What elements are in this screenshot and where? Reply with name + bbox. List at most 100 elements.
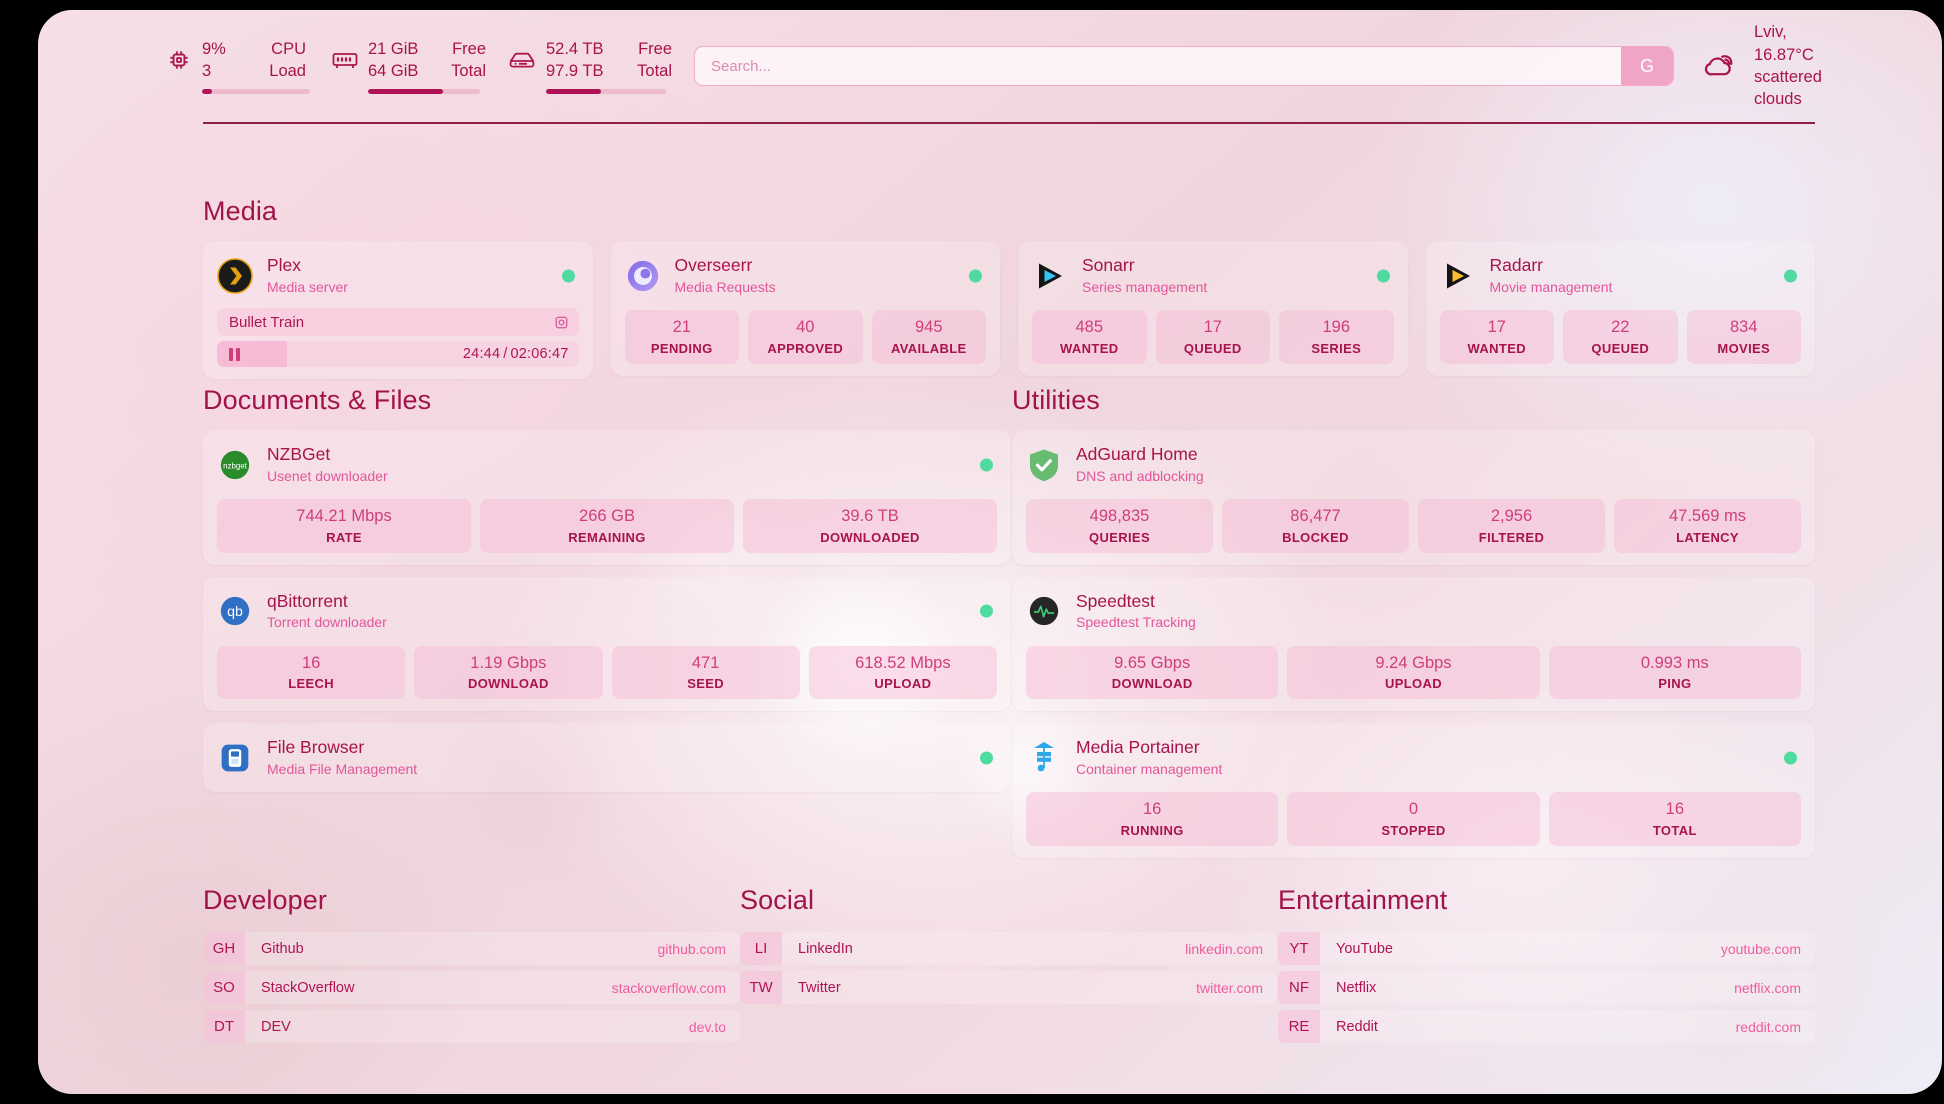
status-indicator-online [1376, 269, 1390, 283]
bookmark-item-linkedin[interactable]: LI LinkedIn linkedin.com [740, 932, 1277, 965]
progress-fill [217, 341, 288, 368]
bookmark-item-stackoverflow[interactable]: SO StackOverflow stackoverflow.com [203, 971, 740, 1004]
cpu-icon [166, 38, 192, 82]
service-card-speedtest[interactable]: Speedtest Speedtest Tracking 9.65 Gbps D… [1012, 576, 1815, 711]
stat-label: APPROVED [767, 340, 844, 356]
service-name: Speedtest [1076, 590, 1155, 611]
search-submit-button[interactable]: G [1621, 47, 1673, 85]
stat-item: 1.19 Gbps DOWNLOAD [414, 645, 603, 699]
cpu-value: 9% [202, 40, 226, 59]
stat-item: 86,477 BLOCKED [1222, 499, 1409, 553]
stats-row: 17 WANTED 22 QUEUED 834 MOVIES [1439, 310, 1801, 364]
bookmark-item-dev[interactable]: DT DEV dev.to [203, 1010, 740, 1043]
stat-label: QUEUED [1591, 340, 1650, 356]
bookmark-item-reddit[interactable]: RE Reddit reddit.com [1278, 1010, 1815, 1043]
stat-label: LEECH [288, 676, 335, 691]
stat-label: AVAILABLE [890, 340, 967, 356]
stat-value: 9.24 Gbps [1375, 653, 1452, 672]
cpu-label-bottom: Load [269, 61, 306, 80]
overseerr-icon [625, 258, 661, 294]
stat-item: 471 SEED [611, 645, 800, 699]
service-card-sonarr[interactable]: Sonarr Series management 485 WANTED 17 Q… [1018, 241, 1408, 376]
now-playing-progress[interactable]: 24:44/02:06:47 [217, 341, 579, 368]
qbittorrent-icon: qb [217, 593, 253, 629]
stat-value: 485 [1075, 318, 1104, 337]
cast-icon[interactable] [554, 315, 569, 330]
status-indicator-online [561, 269, 575, 283]
stat-label: MOVIES [1717, 340, 1771, 356]
disk-label-top: Free [638, 40, 672, 59]
stat-item: 2,956 FILTERED [1418, 499, 1605, 553]
stat-label: QUEUED [1183, 340, 1242, 356]
stat-label: LATENCY [1676, 529, 1739, 545]
service-desc: DNS and adblocking [1076, 467, 1204, 484]
status-indicator-online [980, 751, 993, 765]
stat-value: 945 [914, 318, 943, 337]
stat-label: DOWNLOAD [467, 676, 549, 691]
stat-label: DOWNLOAD [1111, 676, 1193, 691]
status-indicator-online [980, 458, 993, 472]
nzbget-icon: nzbget [217, 447, 253, 483]
stat-label: RATE [326, 529, 362, 545]
stat-item: 945 AVAILABLE [871, 310, 986, 364]
stats-row: 485 WANTED 17 QUEUED 196 SERIES [1032, 310, 1394, 364]
disk-label-bottom: Total [637, 61, 672, 80]
filebrowser-icon [217, 740, 253, 776]
search-box[interactable]: G [694, 46, 1674, 86]
bookmark-name: Reddit [1336, 1018, 1378, 1035]
stat-label: WANTED [1467, 340, 1526, 356]
stat-item: 498,835 QUERIES [1026, 499, 1213, 553]
stats-row: 744.21 Mbps RATE 266 GB REMAINING 39.6 T… [217, 499, 997, 553]
svg-text:nzbget: nzbget [223, 461, 248, 470]
service-card-overseerr[interactable]: Overseerr Media Requests 21 PENDING 40 A… [610, 241, 1000, 376]
bookmark-item-youtube[interactable]: YT YouTube youtube.com [1278, 932, 1815, 965]
stat-value: 834 [1729, 318, 1758, 337]
bookmark-item-twitter[interactable]: TW Twitter twitter.com [740, 971, 1277, 1004]
stat-label: FILTERED [1478, 529, 1545, 545]
pause-icon[interactable] [229, 347, 240, 361]
search-input[interactable] [695, 47, 1621, 85]
service-card-file-browser[interactable]: File Browser Media File Management [203, 723, 1011, 793]
bookmark-name: YouTube [1336, 940, 1393, 957]
header-divider [203, 122, 1815, 124]
section-title-utilities: Utilities [1012, 385, 1100, 415]
service-desc: Usenet downloader [267, 467, 388, 484]
service-card-qbittorrent[interactable]: qb qBittorrent Torrent downloader 16 LEE… [203, 576, 1011, 711]
bookmark-item-github[interactable]: GH Github github.com [203, 932, 740, 965]
bookmark-abbr: LI [740, 932, 782, 965]
service-card-media-portainer[interactable]: Media Portainer Container management 16 … [1012, 723, 1815, 858]
service-desc: Series management [1082, 278, 1208, 295]
stat-item: 21 PENDING [624, 310, 739, 364]
stat-value: 0 [1408, 800, 1419, 819]
stat-item: 22 QUEUED [1563, 310, 1678, 364]
stats-row: 9.65 Gbps DOWNLOAD 9.24 Gbps UPLOAD 0.99… [1026, 645, 1801, 699]
service-card-radarr[interactable]: Radarr Movie management 17 WANTED 22 QUE… [1425, 241, 1815, 376]
stat-value: 9.65 Gbps [1114, 653, 1191, 672]
stat-item: 16 TOTAL [1548, 792, 1801, 846]
portainer-icon [1026, 740, 1062, 776]
service-card-plex[interactable]: Plex Media server Bullet Train [203, 241, 593, 380]
memory-used: 21 GiB [368, 40, 419, 59]
stat-label: STOPPED [1381, 822, 1446, 838]
memory-total: 64 GiB [368, 61, 419, 80]
system-widget-memory: 21 GiB 64 GiB Free Total [332, 38, 486, 94]
disk-usage-bar [546, 88, 666, 94]
weather-widget[interactable]: Lviv, 16.87°C scattered clouds [1700, 21, 1826, 110]
cpu-label-top: CPU [271, 40, 306, 59]
service-card-adguard-home[interactable]: AdGuard Home DNS and adblocking 498,835 … [1012, 430, 1815, 565]
bookmark-abbr: YT [1278, 932, 1320, 965]
weather-condition: scattered clouds [1754, 68, 1822, 109]
stat-item: 39.6 TB DOWNLOADED [743, 499, 997, 553]
system-widget-disk: 52.4 TB 97.9 TB Free Total [508, 38, 672, 94]
service-card-nzbget[interactable]: nzbget NZBGet Usenet downloader 744.21 M… [203, 430, 1011, 565]
bookmark-abbr: GH [203, 932, 245, 965]
bookmark-group-developer: Developer GH Github github.com SO StackO… [203, 885, 740, 1049]
bookmark-item-netflix[interactable]: NF Netflix netflix.com [1278, 971, 1815, 1004]
now-playing-title: Bullet Train [229, 313, 305, 331]
stat-value: 2,956 [1490, 507, 1533, 526]
stats-row: 21 PENDING 40 APPROVED 945 AVAILABLE [624, 310, 986, 364]
stat-label: BLOCKED [1282, 529, 1349, 545]
stat-item: 266 GB REMAINING [480, 499, 734, 553]
service-desc: Container management [1076, 760, 1223, 777]
stat-label: WANTED [1060, 340, 1119, 356]
